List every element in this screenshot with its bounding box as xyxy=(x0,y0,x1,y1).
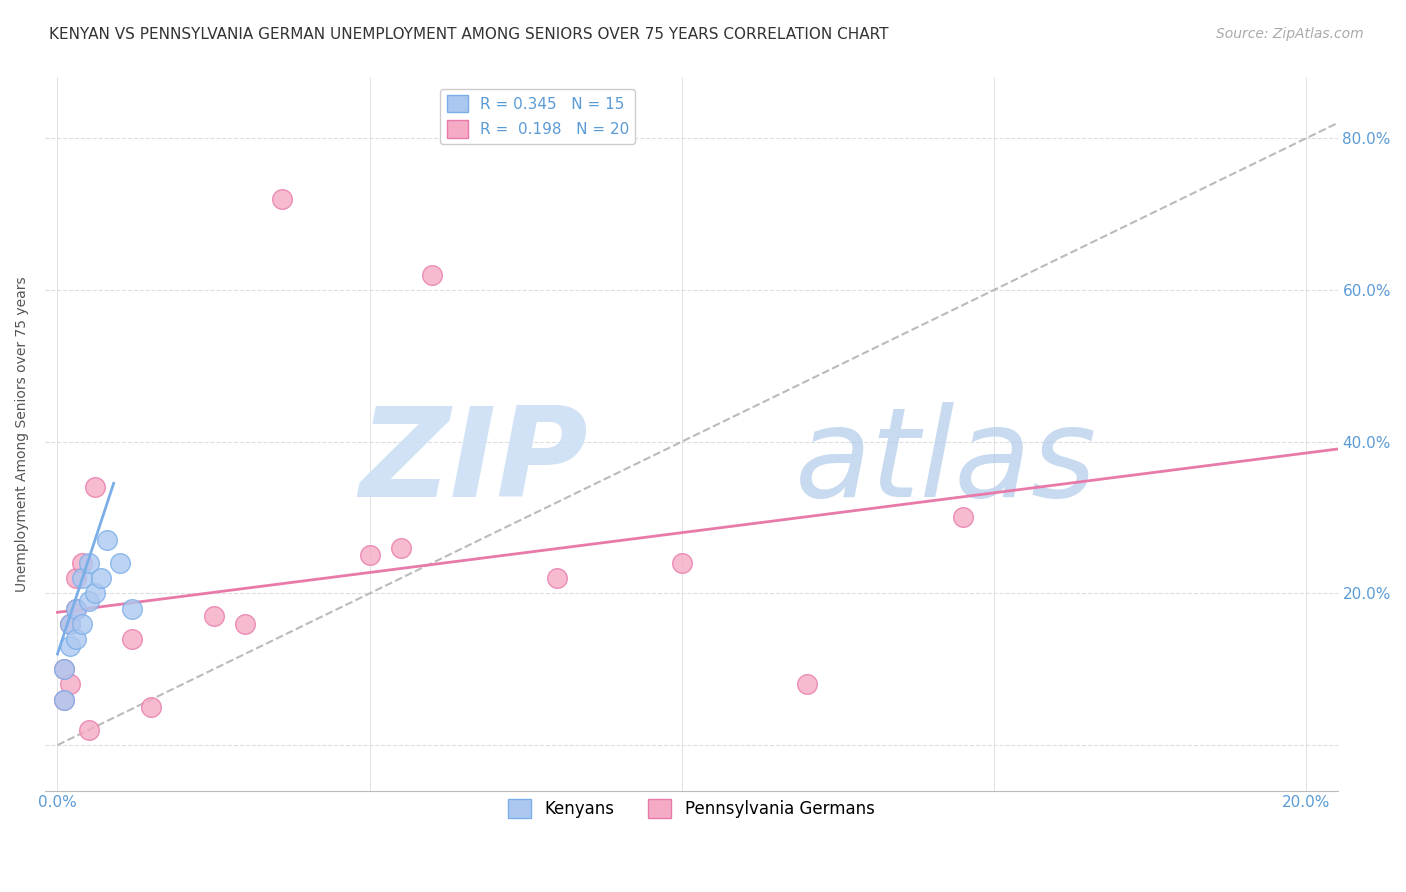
Legend: Kenyans, Pennsylvania Germans: Kenyans, Pennsylvania Germans xyxy=(502,792,882,825)
Point xyxy=(233,616,256,631)
Point xyxy=(108,556,131,570)
Point xyxy=(420,268,443,282)
Y-axis label: Unemployment Among Seniors over 75 years: Unemployment Among Seniors over 75 years xyxy=(15,277,30,591)
Point xyxy=(52,662,75,676)
Text: KENYAN VS PENNSYLVANIA GERMAN UNEMPLOYMENT AMONG SENIORS OVER 75 YEARS CORRELATI: KENYAN VS PENNSYLVANIA GERMAN UNEMPLOYME… xyxy=(49,27,889,42)
Point xyxy=(202,609,225,624)
Point xyxy=(90,571,112,585)
Point xyxy=(546,571,568,585)
Point xyxy=(359,549,381,563)
Point xyxy=(52,662,75,676)
Point xyxy=(77,594,100,608)
Point xyxy=(671,556,693,570)
Point xyxy=(59,640,82,654)
Text: atlas: atlas xyxy=(794,402,1097,523)
Text: Source: ZipAtlas.com: Source: ZipAtlas.com xyxy=(1216,27,1364,41)
Point xyxy=(121,632,143,646)
Point xyxy=(77,723,100,737)
Point xyxy=(72,616,94,631)
Point xyxy=(84,586,107,600)
Point xyxy=(72,556,94,570)
Point xyxy=(389,541,412,555)
Text: ZIP: ZIP xyxy=(359,402,588,523)
Point xyxy=(796,677,818,691)
Point xyxy=(52,692,75,706)
Point xyxy=(59,616,82,631)
Point xyxy=(65,601,87,615)
Point xyxy=(952,510,974,524)
Point xyxy=(139,700,162,714)
Point xyxy=(96,533,118,548)
Point xyxy=(121,601,143,615)
Point xyxy=(59,616,82,631)
Point xyxy=(59,677,82,691)
Point xyxy=(271,192,294,206)
Point xyxy=(52,692,75,706)
Point xyxy=(65,571,87,585)
Point xyxy=(65,632,87,646)
Point xyxy=(72,571,94,585)
Point xyxy=(65,601,87,615)
Point xyxy=(77,556,100,570)
Point xyxy=(84,480,107,494)
